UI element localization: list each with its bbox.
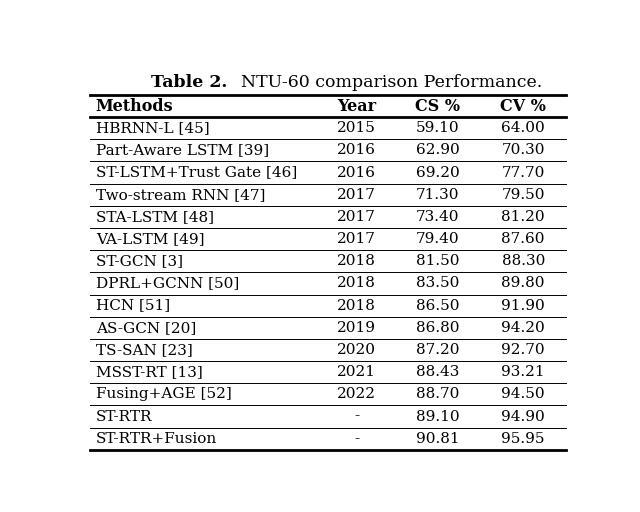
- Text: 90.81: 90.81: [416, 432, 460, 445]
- Text: CS %: CS %: [415, 98, 460, 115]
- Text: ST-LSTM+Trust Gate [46]: ST-LSTM+Trust Gate [46]: [96, 165, 297, 180]
- Text: 94.90: 94.90: [501, 410, 545, 423]
- Text: 2019: 2019: [337, 321, 376, 335]
- Text: 79.40: 79.40: [416, 232, 460, 246]
- Text: 2018: 2018: [337, 276, 376, 290]
- Text: CV %: CV %: [500, 98, 546, 115]
- Text: VA-LSTM [49]: VA-LSTM [49]: [96, 232, 204, 246]
- Text: 73.40: 73.40: [416, 210, 460, 224]
- Text: Year: Year: [337, 98, 376, 115]
- Text: 87.60: 87.60: [502, 232, 545, 246]
- Text: STA-LSTM [48]: STA-LSTM [48]: [96, 210, 214, 224]
- Text: ST-RTR+Fusion: ST-RTR+Fusion: [96, 432, 217, 445]
- Text: 2017: 2017: [337, 188, 376, 202]
- Text: 91.90: 91.90: [501, 298, 545, 313]
- Text: 64.00: 64.00: [501, 121, 545, 135]
- Text: 88.43: 88.43: [416, 365, 460, 379]
- Text: 77.70: 77.70: [502, 165, 545, 180]
- Text: ST-RTR: ST-RTR: [96, 410, 152, 423]
- Text: 2018: 2018: [337, 298, 376, 313]
- Text: Part-Aware LSTM [39]: Part-Aware LSTM [39]: [96, 143, 269, 157]
- Text: TS-SAN [23]: TS-SAN [23]: [96, 343, 193, 357]
- Text: 88.30: 88.30: [502, 254, 545, 268]
- Text: 83.50: 83.50: [416, 276, 460, 290]
- Text: HCN [51]: HCN [51]: [96, 298, 170, 313]
- Text: 2015: 2015: [337, 121, 376, 135]
- Text: 95.95: 95.95: [502, 432, 545, 445]
- Text: 94.50: 94.50: [501, 387, 545, 401]
- Text: 88.70: 88.70: [416, 387, 460, 401]
- Text: 87.20: 87.20: [416, 343, 460, 357]
- Text: Two-stream RNN [47]: Two-stream RNN [47]: [96, 188, 265, 202]
- Text: 2017: 2017: [337, 210, 376, 224]
- Text: 81.20: 81.20: [501, 210, 545, 224]
- Text: NTU-60 comparison Performance.: NTU-60 comparison Performance.: [230, 74, 542, 91]
- Text: Fusing+AGE [52]: Fusing+AGE [52]: [96, 387, 232, 401]
- Text: HBRNN-L [45]: HBRNN-L [45]: [96, 121, 209, 135]
- Text: MSST-RT [13]: MSST-RT [13]: [96, 365, 203, 379]
- Text: AS-GCN [20]: AS-GCN [20]: [96, 321, 196, 335]
- Text: 2016: 2016: [337, 165, 376, 180]
- Text: 81.50: 81.50: [416, 254, 460, 268]
- Text: 2017: 2017: [337, 232, 376, 246]
- Text: 2018: 2018: [337, 254, 376, 268]
- Text: 93.21: 93.21: [501, 365, 545, 379]
- Text: 70.30: 70.30: [502, 143, 545, 157]
- Text: 62.90: 62.90: [415, 143, 460, 157]
- Text: 59.10: 59.10: [416, 121, 460, 135]
- Text: 2020: 2020: [337, 343, 376, 357]
- Text: 79.50: 79.50: [502, 188, 545, 202]
- Text: Methods: Methods: [96, 98, 173, 115]
- Text: 69.20: 69.20: [415, 165, 460, 180]
- Text: 2022: 2022: [337, 387, 376, 401]
- Text: -: -: [354, 432, 359, 445]
- Text: DPRL+GCNN [50]: DPRL+GCNN [50]: [96, 276, 239, 290]
- Text: 89.10: 89.10: [416, 410, 460, 423]
- Text: 71.30: 71.30: [416, 188, 460, 202]
- Text: 86.80: 86.80: [416, 321, 460, 335]
- Text: 89.80: 89.80: [502, 276, 545, 290]
- Text: 86.50: 86.50: [416, 298, 460, 313]
- Text: 2021: 2021: [337, 365, 376, 379]
- Text: ST-GCN [3]: ST-GCN [3]: [96, 254, 183, 268]
- Text: Table 2.: Table 2.: [152, 74, 228, 91]
- Text: 94.20: 94.20: [501, 321, 545, 335]
- Text: -: -: [354, 410, 359, 423]
- Text: 92.70: 92.70: [501, 343, 545, 357]
- Text: 2016: 2016: [337, 143, 376, 157]
